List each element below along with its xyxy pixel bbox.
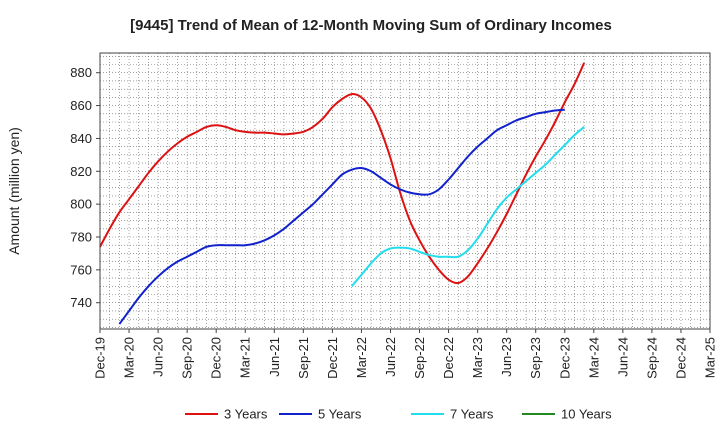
legend-label-10-years: 10 Years — [561, 407, 612, 422]
x-tick-label: Sep-22 — [412, 337, 427, 379]
x-tick-label: Mar-21 — [238, 337, 253, 378]
x-tick-label: Dec-21 — [325, 337, 340, 379]
plot-frame — [99, 52, 711, 330]
legend-label-7-years: 7 Years — [450, 407, 494, 422]
series-group — [99, 62, 586, 325]
legend-label-5-years: 5 Years — [318, 407, 362, 422]
x-tick-label: Mar-22 — [354, 337, 369, 378]
x-tick-label: Jun-20 — [151, 337, 166, 377]
grid — [100, 53, 710, 329]
series-line-5-years — [118, 108, 565, 325]
x-ticks: Dec-19 Mar-20 Jun-20 Sep-20 Dec-20 Mar-21 Jun-… — [93, 329, 718, 379]
y-tick-label: 880 — [70, 65, 92, 80]
y-tick-label: 860 — [70, 98, 92, 113]
chart-title: [9445] Trend of Mean of 12-Month Moving … — [130, 17, 612, 34]
y-axis-label: Amount (million yen) — [6, 127, 22, 255]
x-tick-label: Dec-23 — [557, 337, 572, 379]
x-tick-label: Mar-23 — [470, 337, 485, 378]
x-tick-label: Sep-21 — [296, 337, 311, 379]
x-tick-label: Sep-20 — [180, 337, 195, 379]
x-tick-label: Dec-20 — [209, 337, 224, 379]
y-tick-label: 820 — [70, 164, 92, 179]
x-tick-label: Jun-21 — [267, 337, 282, 377]
y-tick-label: 760 — [70, 262, 92, 277]
y-ticks: 740 760 780 800 820 840 860 880 — [70, 65, 100, 310]
legend-label-3-years: 3 Years — [224, 407, 268, 422]
x-tick-label: Dec-24 — [673, 337, 688, 379]
x-tick-label: Mar-24 — [586, 337, 601, 378]
series-line-3-years — [99, 62, 586, 285]
y-tick-label: 740 — [70, 295, 92, 310]
y-tick-label: 800 — [70, 197, 92, 212]
x-tick-label: Mar-20 — [122, 337, 137, 378]
x-tick-label: Sep-24 — [644, 337, 659, 379]
x-tick-label: Dec-19 — [93, 337, 108, 379]
x-tick-label: Jun-22 — [383, 337, 398, 377]
x-tick-label: Sep-23 — [528, 337, 543, 379]
x-tick-label: Mar-25 — [703, 337, 718, 378]
y-tick-label: 840 — [70, 131, 92, 146]
x-tick-label: Dec-22 — [441, 337, 456, 379]
legend: 3 Years 5 Years 7 Years 10 Years — [185, 407, 612, 422]
x-tick-label: Jun-24 — [615, 337, 630, 377]
y-tick-label: 780 — [70, 230, 92, 245]
series-line-7-years — [350, 126, 585, 287]
x-tick-label: Jun-23 — [499, 337, 514, 377]
